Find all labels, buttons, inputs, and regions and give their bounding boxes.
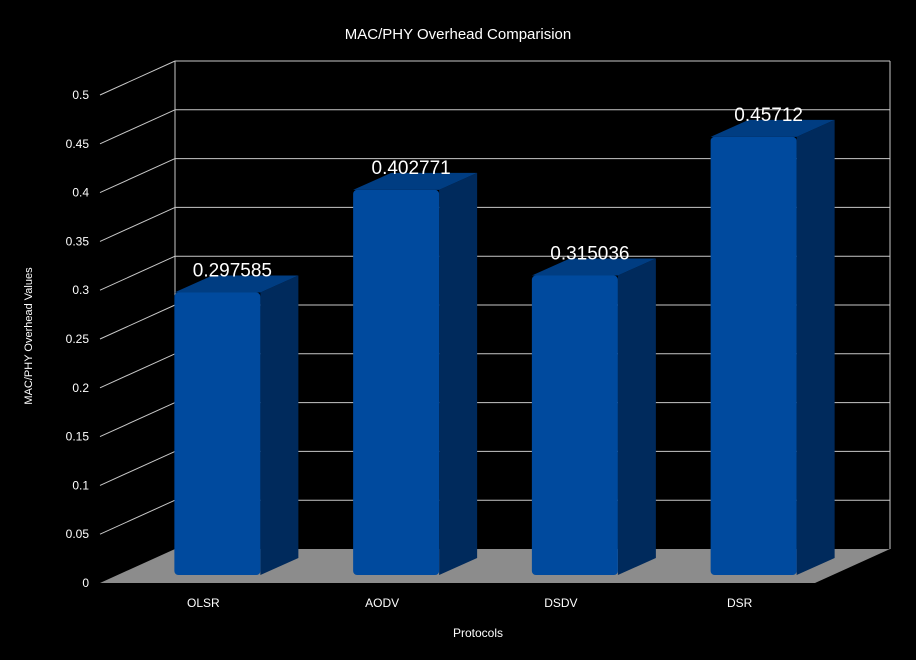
y-tick-label: 0.2 bbox=[72, 381, 89, 395]
bar-side bbox=[617, 258, 656, 575]
bar bbox=[531, 258, 656, 575]
bar bbox=[710, 119, 835, 575]
bar-top bbox=[174, 275, 299, 293]
x-tick-label: OLSR bbox=[187, 596, 220, 610]
bar-layer bbox=[174, 119, 835, 575]
y-tick-label: 0.45 bbox=[66, 137, 90, 151]
gridline-side bbox=[99, 402, 176, 438]
gridline-side bbox=[99, 206, 176, 242]
y-tick-label: 0.3 bbox=[72, 283, 89, 297]
y-tick-label: 0.15 bbox=[66, 430, 90, 444]
y-tick-label: 0.05 bbox=[66, 527, 90, 541]
gridline-side bbox=[99, 255, 176, 291]
x-tick-label: DSDV bbox=[544, 596, 577, 610]
data-label: 0.315036 bbox=[550, 244, 629, 265]
bar-front bbox=[174, 292, 261, 575]
y-tick-label: 0 bbox=[82, 576, 89, 590]
chart-title: MAC/PHY Overhead Comparision bbox=[345, 26, 571, 43]
bar-front bbox=[710, 136, 797, 575]
gridline-side bbox=[99, 60, 176, 96]
bar-front bbox=[353, 189, 440, 575]
data-label: 0.402771 bbox=[372, 158, 451, 179]
y-tick-label: 0.25 bbox=[66, 332, 90, 346]
bar-front bbox=[531, 275, 618, 575]
x-tick-label: DSR bbox=[727, 596, 753, 610]
bar-top bbox=[531, 258, 656, 276]
gridline-side bbox=[99, 304, 176, 340]
y-tick-label: 0.1 bbox=[72, 478, 89, 492]
y-tick-label: 0.5 bbox=[72, 88, 89, 102]
gridline-side bbox=[99, 450, 176, 486]
y-tick-label: 0.4 bbox=[72, 186, 89, 200]
data-label: 0.45712 bbox=[734, 105, 803, 126]
bar-top bbox=[353, 172, 478, 190]
gridline-side bbox=[99, 158, 176, 194]
gridline-side bbox=[99, 353, 176, 389]
x-tick-label: AODV bbox=[365, 596, 399, 610]
y-tick-label: 0.35 bbox=[66, 234, 90, 248]
text-layer: MAC/PHY Overhead Comparision Protocols M… bbox=[23, 26, 803, 640]
x-axis-label: Protocols bbox=[453, 626, 503, 640]
bar bbox=[174, 275, 299, 575]
y-axis-label: MAC/PHY Overhead Values bbox=[23, 267, 35, 405]
bar bbox=[353, 172, 478, 575]
gridline-side bbox=[99, 109, 176, 145]
data-label: 0.297585 bbox=[193, 261, 272, 282]
bar-side bbox=[260, 275, 299, 575]
bar-side bbox=[439, 172, 478, 575]
gridline-side bbox=[99, 499, 176, 535]
bar-side bbox=[796, 119, 835, 575]
bar-top bbox=[710, 119, 835, 137]
